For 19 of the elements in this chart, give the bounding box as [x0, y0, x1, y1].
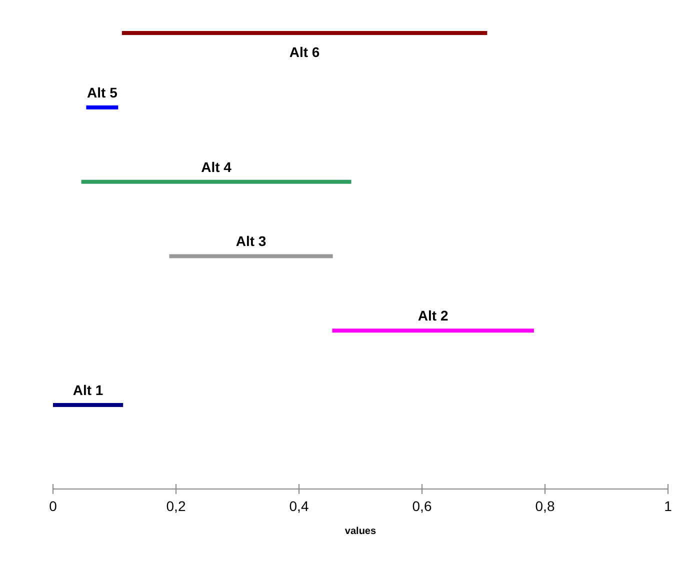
x-tick-label: 0,6: [412, 498, 432, 514]
x-tick-label: 1: [664, 498, 672, 514]
bar: [169, 254, 333, 258]
bar: [122, 31, 488, 35]
y-tick-label: Alt 4: [201, 158, 232, 175]
y-tick-label: Alt 1: [72, 382, 104, 398]
x-tick-label: 0,4: [289, 498, 309, 514]
y-tick-label: Alt 6: [289, 44, 320, 60]
bar: [332, 328, 534, 333]
y-tick-label: Alt 3: [236, 233, 266, 250]
bar: [81, 180, 352, 184]
y-tick-label: Alt 5: [87, 84, 118, 100]
x-tick-label: 0: [49, 498, 58, 514]
bar: [53, 403, 124, 407]
bar: [86, 105, 118, 110]
x-tick-label: 0,8: [535, 498, 555, 514]
x-axis-title: values: [344, 526, 376, 537]
y-tick-label: Alt 2: [418, 308, 448, 324]
x-tick-label: 0,2: [166, 498, 186, 514]
